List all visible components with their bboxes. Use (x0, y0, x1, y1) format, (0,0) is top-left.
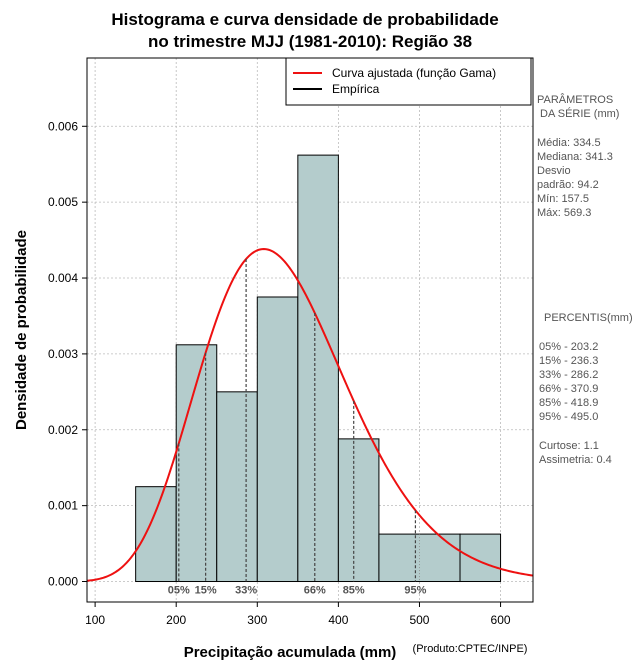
legend: Curva ajustada (função Gama) Empírica (285, 57, 532, 106)
histogram-bar (216, 391, 258, 583)
percentile-label: 05% (168, 585, 190, 597)
percentile-label: 33% (235, 585, 257, 597)
param-median: Mediana: 341.3 (537, 151, 613, 163)
percentil-66: 66% - 370.9 (539, 383, 598, 395)
y-tick-label: 0.005 (48, 195, 78, 209)
side-panel: PARÂMETROS DA SÉRIE (mm) Média: 334.5 Me… (537, 93, 633, 466)
x-tick-label: 300 (247, 613, 267, 627)
param-sd-value: padrão: 94.2 (537, 179, 599, 191)
chart-title-line2: no trimestre MJJ (1981-2010): Região 38 (148, 32, 472, 51)
y-tick-label: 0.002 (48, 423, 78, 437)
x-tick-label: 100 (85, 613, 105, 627)
curve-layer (86, 248, 534, 582)
histogram-bar (256, 296, 299, 583)
param-mean: Média: 334.5 (537, 137, 601, 149)
percentil-85: 85% - 418.9 (539, 397, 598, 409)
percentile-layer: 05% 15% 33% 66% 85% 95% (168, 259, 427, 597)
param-sd-label: Desvio (537, 165, 571, 177)
y-tick-label: 0.006 (48, 119, 78, 133)
ticks-layer: 100 200 300 400 500 600 0.000 0.001 0.002 0.003 0.… (48, 119, 511, 627)
y-tick-label: 0.000 (48, 575, 78, 589)
y-tick-label: 0.004 (48, 271, 78, 285)
percentil-15: 15% - 236.3 (539, 355, 598, 367)
legend-box (285, 57, 532, 106)
x-tick-label: 500 (409, 613, 429, 627)
params-title-2: DA SÉRIE (mm) (540, 107, 619, 120)
y-axis-label: Densidade de probabilidade (13, 230, 30, 430)
legend-label-fitted: Curva ajustada (função Gama) (332, 66, 496, 80)
bars-layer (135, 154, 502, 583)
param-min: Mín: 157.5 (537, 193, 589, 205)
x-tick-label: 400 (328, 613, 348, 627)
histogram-bar (135, 486, 177, 583)
y-tick-label: 0.003 (48, 347, 78, 361)
percentis-title: PERCENTIS(mm) (544, 312, 633, 324)
gamma-curve (86, 248, 534, 582)
credit-label: (Produto:CPTEC/INPE) (413, 643, 528, 655)
percentile-label: 85% (343, 585, 365, 597)
histogram-bar (378, 533, 461, 583)
percentile-label: 95% (404, 585, 426, 597)
legend-label-empirical: Empírica (332, 82, 380, 96)
histogram-bar (297, 154, 339, 583)
percentil-33: 33% - 286.2 (539, 369, 598, 381)
percentil-95: 95% - 495.0 (539, 411, 598, 423)
curtose-value: Curtose: 1.1 (539, 440, 599, 452)
histogram-bar (337, 438, 380, 583)
percentile-label: 66% (304, 585, 326, 597)
y-tick-label: 0.001 (48, 499, 78, 513)
x-tick-label: 600 (491, 613, 511, 627)
chart-title-line1: Histograma e curva densidade de probabil… (111, 10, 498, 29)
histogram-bar (459, 533, 502, 583)
percentile-label: 15% (195, 585, 217, 597)
param-max: Máx: 569.3 (537, 207, 591, 219)
x-tick-label: 200 (166, 613, 186, 627)
percentil-05: 05% - 203.2 (539, 341, 598, 353)
x-axis-label: Precipitação acumulada (mm) (184, 644, 397, 660)
assimetria-value: Assimetria: 0.4 (539, 454, 612, 466)
params-title-1: PARÂMETROS (537, 93, 613, 106)
